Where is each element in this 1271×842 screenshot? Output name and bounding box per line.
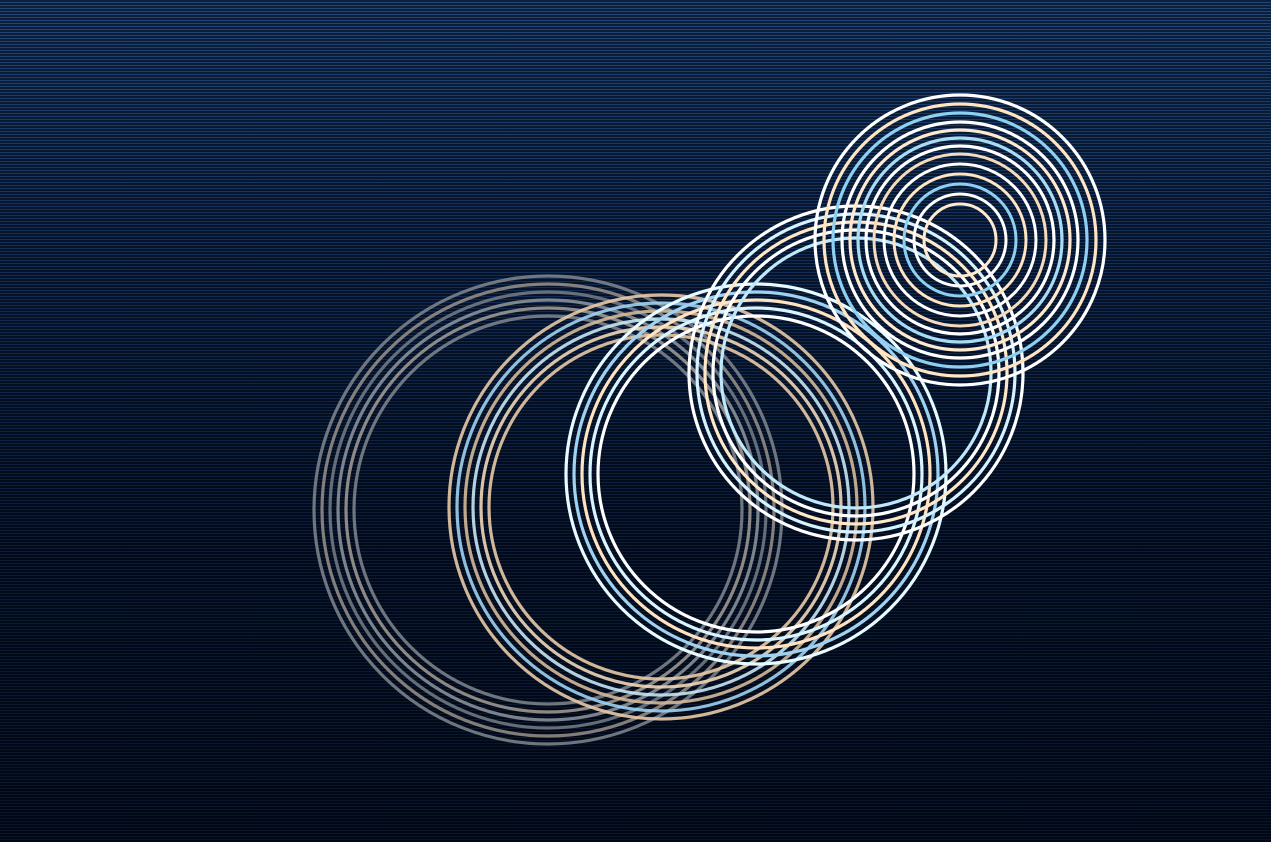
ring	[902, 182, 1018, 298]
ring	[596, 314, 916, 634]
ring	[580, 298, 932, 650]
ring-group-3	[564, 282, 948, 666]
ring	[711, 228, 1001, 518]
ring	[328, 290, 768, 730]
ring	[882, 162, 1038, 318]
ring	[922, 202, 998, 278]
ring	[703, 220, 1009, 526]
ring	[588, 306, 924, 642]
ring	[856, 136, 1064, 344]
ring-group-5	[813, 93, 1107, 387]
ring	[813, 93, 1107, 387]
ring	[352, 314, 744, 706]
ring	[572, 290, 940, 658]
ring	[344, 306, 752, 714]
ring	[892, 172, 1028, 308]
ring	[822, 102, 1098, 378]
ring	[831, 111, 1089, 369]
ring	[840, 120, 1080, 360]
ring	[872, 152, 1048, 328]
ring	[912, 192, 1008, 288]
ring	[848, 128, 1072, 352]
ring-group-1	[312, 274, 784, 746]
ring	[312, 274, 784, 746]
ring	[864, 144, 1056, 336]
